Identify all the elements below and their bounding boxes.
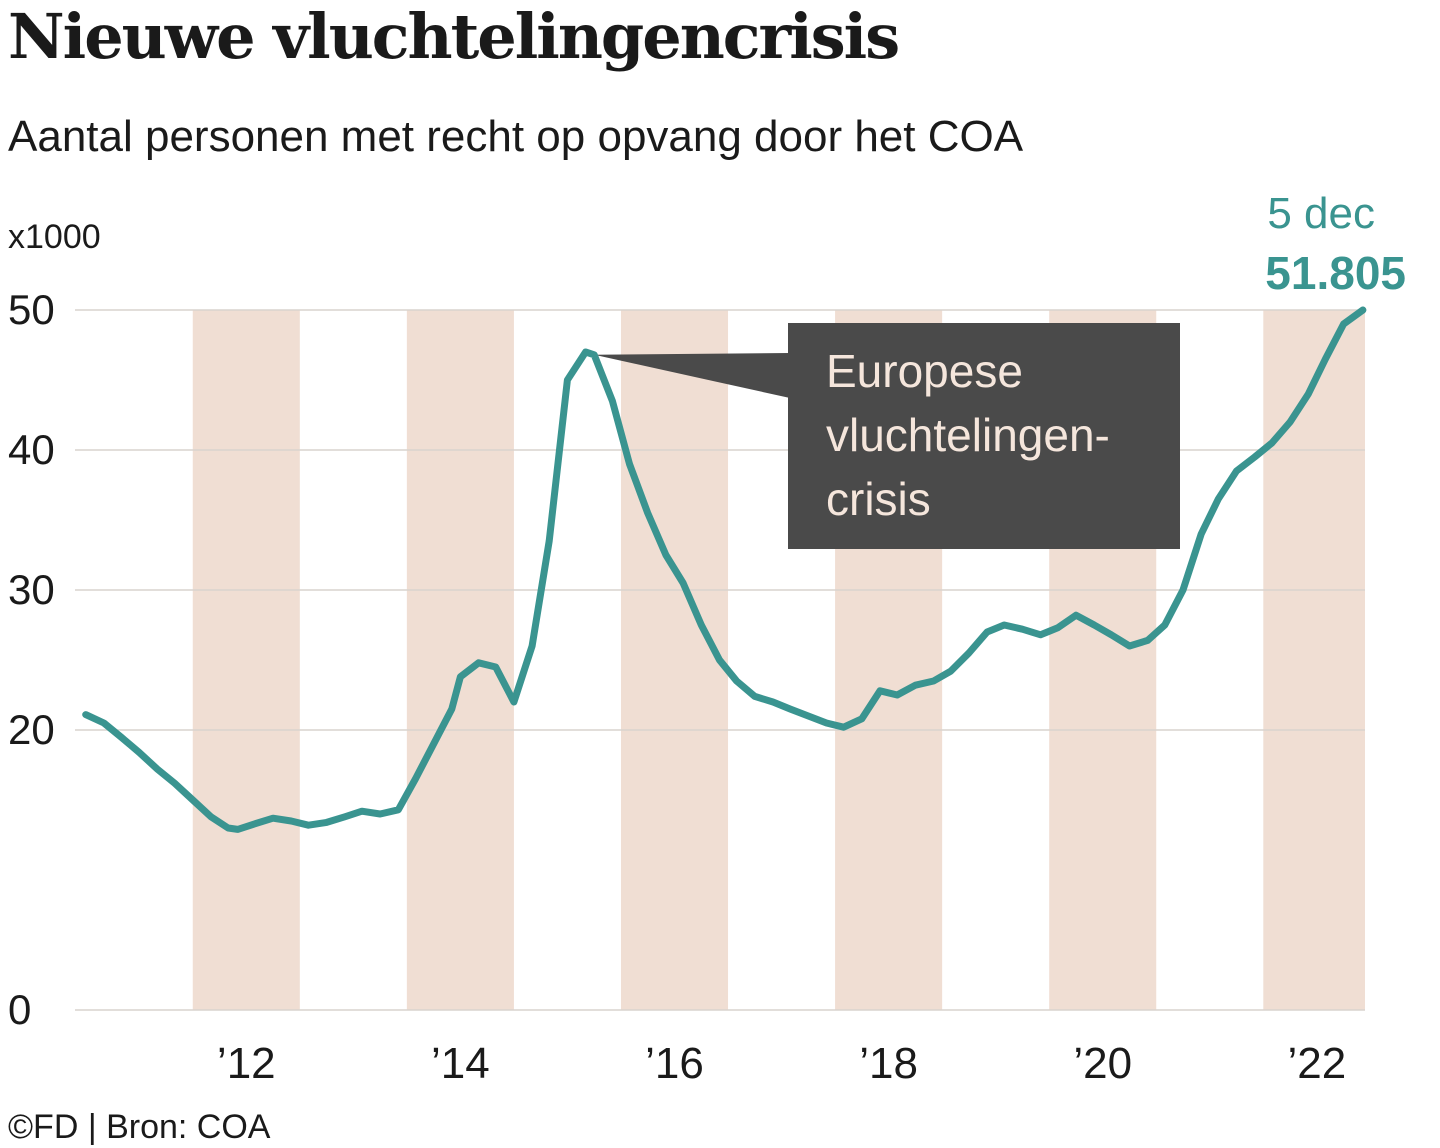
year-band-2012 <box>192 310 300 1010</box>
y-tick-label: 40 <box>8 426 55 473</box>
annotation-callout: Europese vluchtelingen-crisis <box>594 323 1180 549</box>
year-bands <box>192 310 1365 1010</box>
x-tick-label: ’18 <box>859 1039 918 1088</box>
y-tick-label: 50 <box>8 286 55 333</box>
series-line <box>82 306 1367 833</box>
x-tick-label: ’22 <box>1287 1039 1346 1088</box>
callout-line: crisis <box>826 473 931 525</box>
source-footer: ©FD | Bron: COA <box>8 1108 271 1146</box>
x-axis-ticks: ’12 ’14 ’16 ’18 ’20 ’22 <box>217 1039 1346 1088</box>
chart-title: Nieuwe vluchtelingencrisis <box>8 0 900 73</box>
y-tick-label: 20 <box>8 706 55 753</box>
gridlines <box>75 309 1365 1011</box>
endpoint-value-label: 51.805 <box>1265 247 1406 299</box>
callout-line: Europese <box>826 345 1023 397</box>
x-tick-label: ’12 <box>217 1039 276 1088</box>
y-tick-label: 30 <box>8 566 55 613</box>
y-axis-ticks: 0 20 30 40 50 <box>8 286 55 1033</box>
callout-pointer <box>594 353 790 398</box>
y-tick-label: 0 <box>8 986 31 1033</box>
x-tick-label: ’20 <box>1073 1039 1132 1088</box>
chart-subtitle: Aantal personen met recht op opvang door… <box>8 112 1024 161</box>
x-tick-label: ’14 <box>431 1039 490 1088</box>
year-band-2022 <box>1263 310 1365 1010</box>
callout-box <box>788 323 1180 549</box>
year-band-2014 <box>406 310 514 1010</box>
y-unit-label: x1000 <box>8 218 101 256</box>
x-tick-label: ’16 <box>645 1039 704 1088</box>
callout-text: Europese vluchtelingen-crisis <box>826 345 1110 525</box>
endpoint-date-label: 5 dec <box>1267 189 1375 238</box>
year-band-2016 <box>620 310 729 1010</box>
callout-line: vluchtelingen- <box>826 409 1110 461</box>
